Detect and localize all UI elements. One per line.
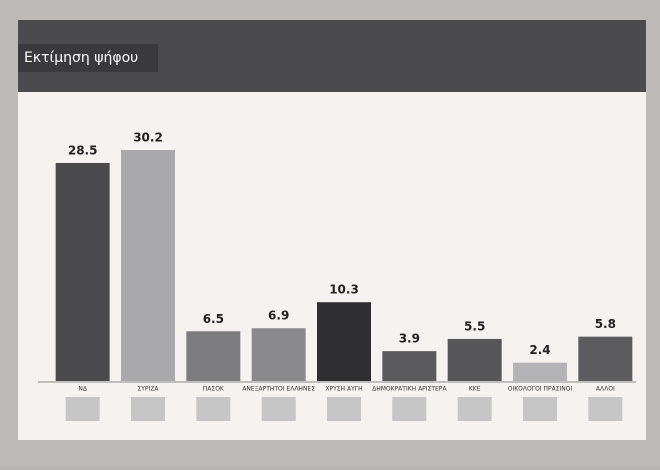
bar (121, 150, 175, 381)
bar (251, 328, 306, 381)
party-logo (196, 397, 231, 421)
bar (382, 351, 437, 381)
party-logo (457, 397, 492, 421)
x-tick-label: ΑΛΛΟΙ (596, 386, 615, 393)
x-tick-label: ΠΑΣΟΚ (203, 386, 225, 393)
party-logo (392, 397, 427, 421)
x-tick-label: ΧΡΥΣΗ ΑΥΓΗ (325, 386, 362, 393)
party-logo (65, 397, 100, 421)
party-logo (327, 397, 361, 421)
x-tick-label: ΣΥΡΙΖΑ (137, 386, 159, 393)
party-logo (588, 397, 623, 421)
bar (447, 338, 502, 381)
value-label: 5.8 (595, 317, 616, 331)
party-logo (261, 397, 296, 421)
bar (317, 302, 371, 381)
x-tick-label: ΑΝΕΞΑΡΤΗΤΟΙ ΕΛΛΗΝΕΣ (242, 386, 315, 393)
bar (55, 163, 110, 381)
title-strip (18, 44, 158, 72)
bar (186, 331, 241, 381)
value-label: 2.4 (529, 343, 550, 357)
x-tick-label: ΚΚΕ (469, 386, 481, 393)
x-tick-label: ΝΔ (78, 386, 87, 393)
value-label: 10.3 (329, 283, 359, 297)
value-label: 6.5 (203, 312, 224, 326)
bar (513, 362, 567, 381)
x-tick-label: ΔΗΜΟΚΡΑΤΙΚΗ ΑΡΙΣΤΕΡΑ (372, 386, 447, 393)
chart-title: Εκτίμηση ψήφου (24, 50, 138, 66)
value-label: 5.5 (464, 319, 485, 333)
party-logo (131, 397, 165, 421)
value-label: 30.2 (133, 131, 163, 145)
value-label: 28.5 (68, 144, 98, 158)
value-label: 6.9 (268, 309, 289, 323)
bar (578, 336, 633, 381)
value-label: 3.9 (399, 332, 420, 346)
party-logo (523, 397, 557, 421)
x-tick-label: ΟΙΚΟΛΟΓΟΙ ΠΡΑΣΙΝΟΙ (508, 386, 573, 393)
